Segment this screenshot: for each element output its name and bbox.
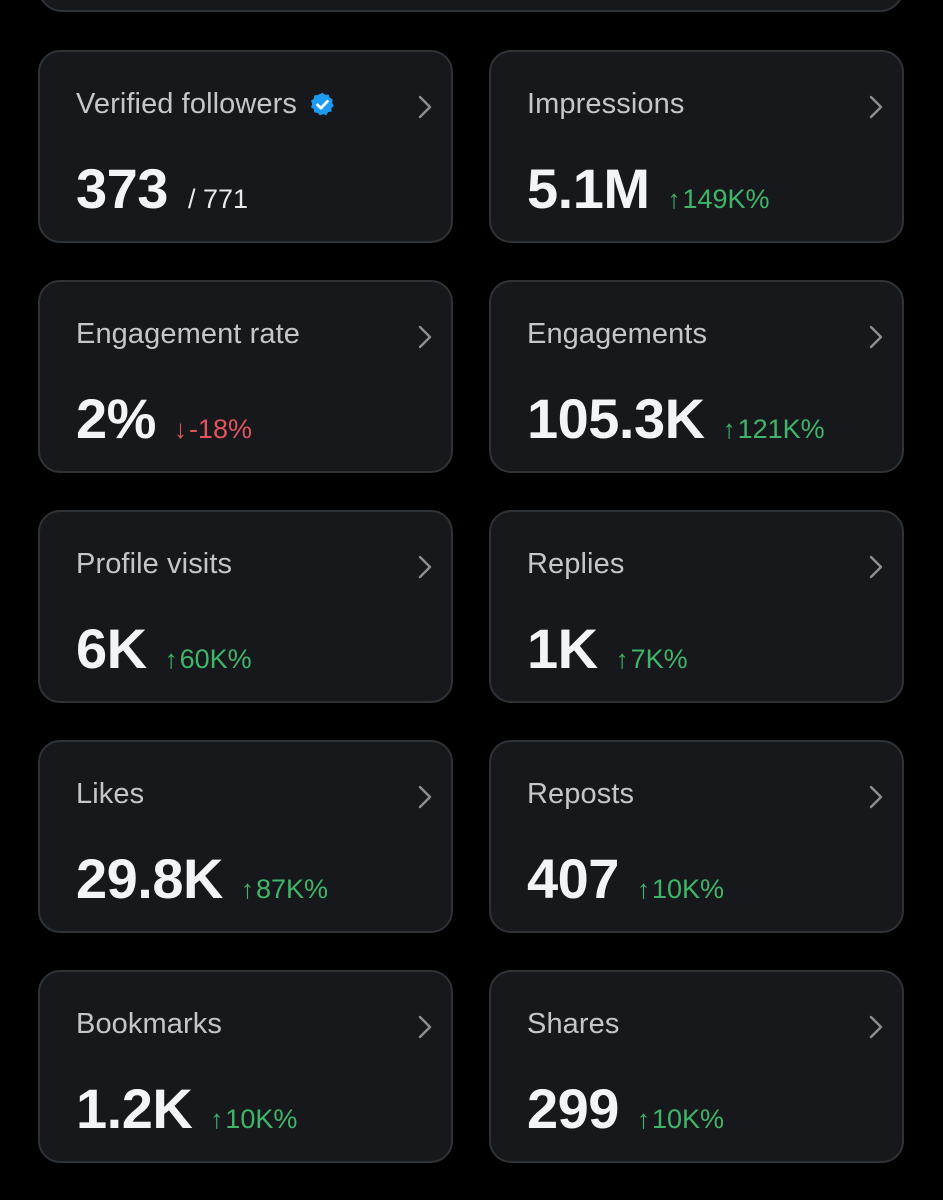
metric-card-impressions[interactable]: Impressions 5.1M ↑ 149K% — [489, 50, 904, 243]
metric-delta-text: 60K% — [179, 644, 252, 674]
metric-value: 1.2K — [76, 1077, 193, 1140]
arrow-up-icon: ↑ — [210, 1104, 224, 1134]
metric-delta: ↑ 87K% — [241, 874, 328, 905]
metric-label: Bookmarks — [76, 1008, 222, 1041]
metric-value: 29.8K — [76, 847, 223, 910]
metric-label: Replies — [527, 548, 624, 581]
chevron-right-icon — [869, 555, 883, 579]
metric-delta-text: 10K% — [651, 874, 724, 904]
metric-card-engagements[interactable]: Engagements 105.3K ↑ 121K% — [489, 280, 904, 473]
chevron-right-icon — [869, 1015, 883, 1039]
chevron-right-icon — [869, 325, 883, 349]
chevron-right-icon — [869, 95, 883, 119]
metric-label: Profile visits — [76, 548, 232, 581]
metric-card-engagement-rate[interactable]: Engagement rate 2% ↓ -18% — [38, 280, 453, 473]
metric-card-bookmarks[interactable]: Bookmarks 1.2K ↑ 10K% — [38, 970, 453, 1163]
metric-value-row: 373 / 771 — [76, 156, 248, 221]
arrow-up-icon: ↑ — [164, 644, 178, 674]
metric-value-row: 6K ↑ 60K% — [76, 616, 252, 681]
metric-label-text: Reposts — [527, 778, 635, 810]
metric-total: / 771 — [187, 184, 248, 214]
metric-delta-text: 149K% — [682, 184, 770, 214]
metric-label-text: Shares — [527, 1008, 620, 1040]
metric-label-text: Engagement rate — [76, 318, 300, 350]
metric-card-profile-visits[interactable]: Profile visits 6K ↑ 60K% — [38, 510, 453, 703]
metric-delta-text: 87K% — [255, 874, 328, 904]
metric-label-text: Replies — [527, 548, 625, 580]
metric-value: 299 — [527, 1077, 619, 1140]
metric-delta: ↑ 149K% — [668, 184, 770, 215]
metric-delta-text: 7K% — [630, 644, 688, 674]
previous-card-partial — [38, 0, 904, 12]
metric-card-reposts[interactable]: Reposts 407 ↑ 10K% — [489, 740, 904, 933]
metric-value-row: 1.2K ↑ 10K% — [76, 1076, 297, 1141]
metric-delta-text: 121K% — [737, 414, 825, 444]
metrics-grid: Verified followers 373 / 771 Impressions… — [38, 50, 904, 1163]
chevron-right-icon — [418, 1015, 432, 1039]
metric-value-row: 2% ↓ -18% — [76, 386, 252, 451]
metric-label-text: Verified followers — [76, 88, 298, 120]
metric-label: Shares — [527, 1008, 620, 1041]
metric-delta: ↑ 7K% — [616, 644, 688, 675]
metric-value: 105.3K — [527, 387, 705, 450]
arrow-up-icon: ↑ — [240, 874, 254, 904]
metric-delta: ↑ 10K% — [637, 1104, 724, 1135]
arrow-up-icon: ↑ — [636, 1104, 650, 1134]
metric-delta: ↓ -18% — [174, 414, 252, 445]
metric-label: Likes — [76, 778, 144, 811]
metric-value-row: 105.3K ↑ 121K% — [527, 386, 825, 451]
chevron-right-icon — [418, 785, 432, 809]
metric-label: Engagements — [527, 318, 707, 351]
chevron-right-icon — [418, 95, 432, 119]
metric-label-text: Profile visits — [76, 548, 233, 580]
arrow-up-icon: ↑ — [667, 184, 681, 214]
metric-delta: ↑ 121K% — [723, 414, 825, 445]
metric-delta: ↑ 60K% — [165, 644, 252, 675]
metric-card-likes[interactable]: Likes 29.8K ↑ 87K% — [38, 740, 453, 933]
metric-label: Engagement rate — [76, 318, 300, 351]
metric-label-text: Likes — [76, 778, 145, 810]
metric-value-row: 1K ↑ 7K% — [527, 616, 688, 681]
metric-delta-text: 10K% — [651, 1104, 724, 1134]
metric-delta: ↑ 10K% — [210, 1104, 297, 1135]
metric-delta-text: -18% — [188, 414, 252, 444]
verified-badge-icon — [311, 92, 334, 116]
metric-value-row: 5.1M ↑ 149K% — [527, 156, 770, 221]
metric-card-replies[interactable]: Replies 1K ↑ 7K% — [489, 510, 904, 703]
metric-label: Verified followers — [76, 88, 336, 121]
metric-label-text: Impressions — [527, 88, 685, 120]
chevron-right-icon — [418, 555, 432, 579]
metric-value: 5.1M — [527, 157, 650, 220]
metric-label: Impressions — [527, 88, 684, 121]
metric-label-text: Engagements — [527, 318, 708, 350]
chevron-right-icon — [418, 325, 432, 349]
metric-value: 6K — [76, 617, 147, 680]
metric-value: 373 — [76, 157, 168, 220]
chevron-right-icon — [869, 785, 883, 809]
arrow-up-icon: ↑ — [722, 414, 736, 444]
metric-label: Reposts — [527, 778, 634, 811]
arrow-up-icon: ↑ — [636, 874, 650, 904]
arrow-down-icon: ↓ — [173, 414, 187, 444]
metric-label-text: Bookmarks — [76, 1008, 222, 1040]
metric-delta: ↑ 10K% — [637, 874, 724, 905]
arrow-up-icon: ↑ — [615, 644, 629, 674]
metric-value-row: 407 ↑ 10K% — [527, 846, 724, 911]
metric-value-row: 299 ↑ 10K% — [527, 1076, 724, 1141]
metric-card-verified-followers[interactable]: Verified followers 373 / 771 — [38, 50, 453, 243]
metric-value-row: 29.8K ↑ 87K% — [76, 846, 328, 911]
metric-value: 2% — [76, 387, 156, 450]
metric-card-shares[interactable]: Shares 299 ↑ 10K% — [489, 970, 904, 1163]
metric-value: 1K — [527, 617, 598, 680]
metric-delta-text: 10K% — [225, 1104, 298, 1134]
metric-value: 407 — [527, 847, 619, 910]
